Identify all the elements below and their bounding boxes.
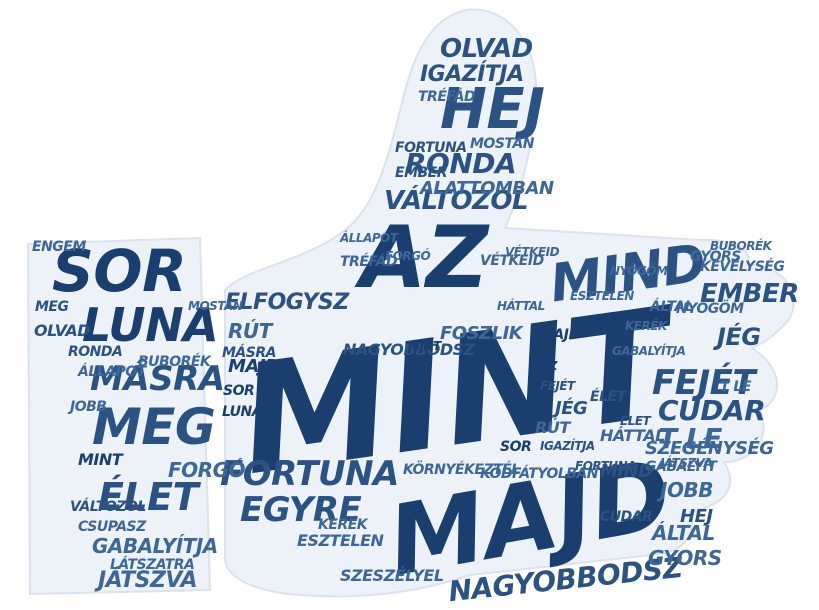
cloud-word: ÁLTAL xyxy=(650,299,694,315)
cloud-word: FORTUNA xyxy=(575,459,636,473)
cloud-word: VÉTKEID xyxy=(480,253,544,269)
cloud-word: SOR xyxy=(52,237,187,305)
cloud-word: ÁLLAPOT xyxy=(78,364,146,380)
cloud-word: ESZTELEN xyxy=(570,289,634,303)
cloud-word: OLVAD xyxy=(440,34,533,64)
cloud-word: CUDAR xyxy=(600,509,653,525)
cloud-word: SOR xyxy=(223,383,255,399)
cloud-word: GYORS xyxy=(648,546,722,570)
cloud-word: MEG xyxy=(35,299,69,315)
cloud-word: T LE xyxy=(720,379,751,395)
cloud-word: FORTUNA xyxy=(395,140,467,156)
cloud-word: OLVAD xyxy=(34,321,91,340)
cloud-word: BUBORÉK xyxy=(138,354,211,370)
cloud-word: FOSZLIK xyxy=(440,323,523,344)
cloud-word: LUNA xyxy=(82,298,219,352)
cloud-word: RÚT xyxy=(228,319,272,343)
cloud-word: CUDAR xyxy=(658,394,766,427)
cloud-word: ALATTOMBAN xyxy=(420,178,554,199)
cloud-word: TRÉFÁD xyxy=(418,89,476,105)
cloud-word: ÉLET xyxy=(590,389,626,405)
cloud-word: HÁTTAL xyxy=(497,299,545,313)
cloud-word: JÉG xyxy=(717,323,761,351)
cloud-word: FORGÓ xyxy=(385,249,431,263)
cloud-word: ÁLTAL xyxy=(652,521,715,545)
cloud-word: FORGÓ xyxy=(168,458,245,482)
cloud-word: RONDA xyxy=(68,344,123,360)
cloud-word: NAGYOBBODSZ xyxy=(343,340,475,359)
cloud-word: SZEGÉNYSÉG xyxy=(645,438,774,459)
cloud-word: MEG xyxy=(92,398,216,456)
cloud-word: IGAZÍTJA xyxy=(540,439,595,453)
cloud-word: MAJD xyxy=(540,327,580,343)
cloud-word: ESZTELEN xyxy=(297,531,384,550)
cloud-word: EMBER xyxy=(700,279,799,309)
cloud-word: MÁSRA xyxy=(90,359,225,399)
cloud-word: EMBER xyxy=(395,165,448,181)
cloud-word: MINT xyxy=(78,450,123,469)
cloud-word: VÁLTOZOL xyxy=(384,186,529,216)
cloud-word: CSUPASZ xyxy=(78,519,146,535)
cloud-word: AZ xyxy=(360,208,488,308)
cloud-word: JÁTSZVA xyxy=(660,456,713,470)
cloud-word: KEVÉLYSÉG xyxy=(700,259,785,275)
cloud-word: VÁLTOZOL xyxy=(70,499,146,515)
cloud-word: MINT xyxy=(408,339,441,353)
cloud-word: FEJÉT xyxy=(540,379,575,393)
cloud-word: JÁTSZVA xyxy=(98,568,197,593)
cloud-word: HÁTTAL xyxy=(600,426,665,445)
wrist-block xyxy=(26,236,212,596)
cloud-word: ÉLET xyxy=(98,475,199,519)
cloud-word: T LE xyxy=(658,422,722,455)
cloud-word: ÁLLAPOT xyxy=(340,231,398,245)
cloud-word: EGYRE xyxy=(240,490,362,530)
cloud-word: ELFOGYSZ xyxy=(225,290,349,315)
cloud-word: SOR xyxy=(500,439,532,455)
cloud-word: FORTUNA xyxy=(220,454,399,494)
cloud-word: LÁTSZATRA xyxy=(110,557,195,573)
cloud-word: GABALYÍTJA xyxy=(92,534,218,558)
cloud-word: MÁSRA xyxy=(222,345,276,361)
cloud-word: LUNA xyxy=(222,404,263,420)
cloud-word: SZESZÉLYEL xyxy=(340,566,444,585)
cloud-word: NYÖGÖM xyxy=(676,301,744,317)
cloud-word: BUBORÉK xyxy=(710,239,772,253)
cloud-word: KÖDFÁTYOLBAN xyxy=(480,466,598,482)
cloud-word: MOSTAN xyxy=(470,136,534,152)
cloud-word: RÚT xyxy=(535,418,570,437)
cloud-word: JÉG xyxy=(555,398,588,419)
cloud-word: MOSTAN xyxy=(188,299,243,313)
cloud-word: TRÉFÁD xyxy=(340,254,398,270)
cloud-word: AZ xyxy=(540,359,558,373)
cloud-word: GYORS xyxy=(690,249,741,265)
cloud-word: ÉLET xyxy=(620,414,651,428)
thumb-shape xyxy=(224,8,795,598)
cloud-word: ENGEM xyxy=(32,239,86,255)
cloud-word: KERÉK xyxy=(625,319,667,333)
cloud-word: HEJ xyxy=(680,506,713,527)
cloud-word: JOBB xyxy=(660,478,713,502)
cloud-word: KERÉK xyxy=(318,517,368,533)
cloud-word: IGAZÍTJA xyxy=(420,62,524,87)
cloud-word: FEJÉT xyxy=(652,363,756,403)
cloud-word: MAJD xyxy=(228,356,280,377)
cloud-word: RONDA xyxy=(405,147,517,180)
cloud-word: GABALYÍTJA xyxy=(612,344,686,358)
cloud-word: KÖRNYÉKEZTÉL xyxy=(403,462,520,478)
cloud-word: VÉTKEID xyxy=(505,245,560,259)
cloud-word: JOBB xyxy=(70,399,107,415)
cloud-word: HEJ xyxy=(440,77,545,142)
cloud-word: NYÖGÖM xyxy=(610,264,668,278)
cloud-word: MIND xyxy=(600,461,653,482)
cloud-word: GABALYÍT xyxy=(645,459,717,475)
